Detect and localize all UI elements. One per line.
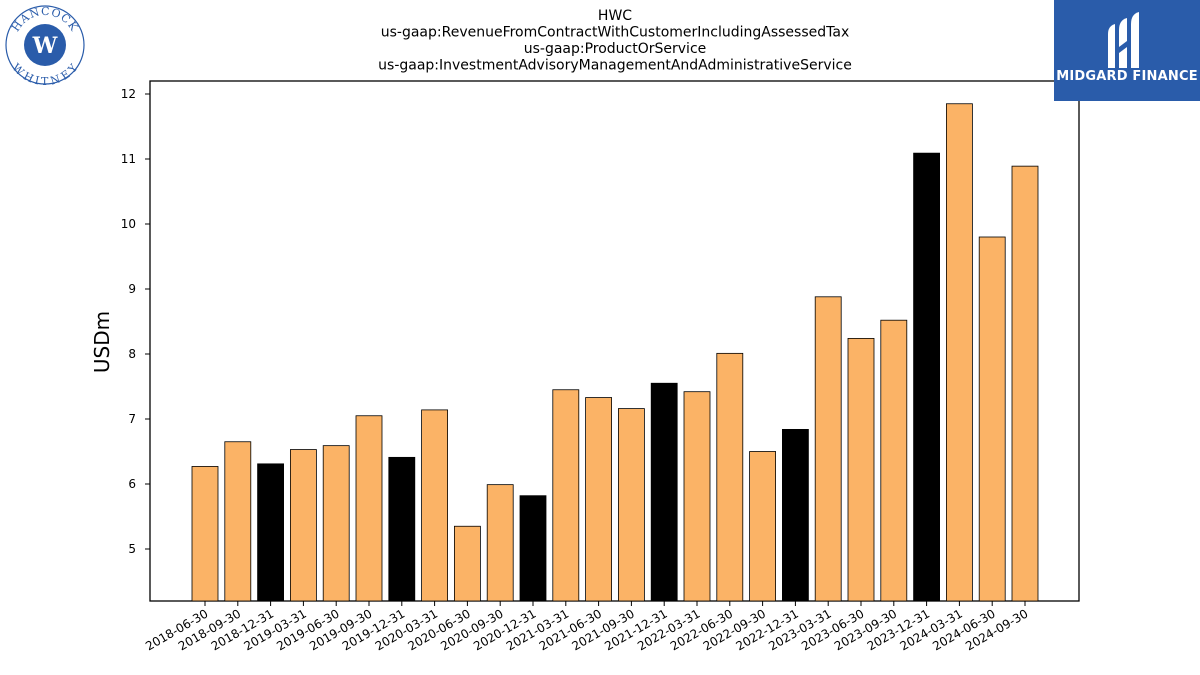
y-tick-label: 8 <box>128 347 136 361</box>
y-axis: 5 6 7 8 9 10 11 12 <box>121 87 150 556</box>
y-tick-label: 10 <box>121 217 136 231</box>
bar-2023-06-30 <box>847 337 875 602</box>
svg-text:W: W <box>32 33 58 59</box>
bars <box>191 103 1039 602</box>
bar-2018-09-30 <box>224 441 252 602</box>
bar-2020-06-30 <box>453 525 481 602</box>
bar-2021-06-30 <box>585 397 612 602</box>
bar-2019-03-31 <box>289 449 317 602</box>
bar-2021-12-31 <box>650 382 678 602</box>
title-line: us-gaap:RevenueFromContractWithCustomerI… <box>381 25 850 41</box>
bar-2023-03-31 <box>814 296 842 602</box>
x-axis: 2018-06-302018-09-302018-12-312019-03-31… <box>143 601 1031 653</box>
bar-2022-06-30 <box>716 352 744 602</box>
title-line: us-gaap:ProductOrService <box>524 41 707 57</box>
bar-2020-09-30 <box>486 484 514 602</box>
midgard-logo-icon <box>1108 12 1139 68</box>
bar-2024-06-30 <box>978 236 1006 602</box>
bar-2019-09-30 <box>355 415 383 602</box>
bar-2024-09-30 <box>1011 165 1039 602</box>
bar-2021-09-30 <box>618 408 645 602</box>
midgard-finance-badge: MIDGARD FINANCE <box>1054 0 1200 101</box>
brand-name: MIDGARD FINANCE <box>1056 69 1198 84</box>
title-line: us-gaap:InvestmentAdvisoryManagementAndA… <box>378 58 852 74</box>
bar-2023-12-31 <box>913 152 940 602</box>
bar-2018-06-30 <box>191 466 219 602</box>
y-tick-label: 6 <box>128 477 136 491</box>
y-tick-label: 9 <box>128 282 136 296</box>
y-tick-label: 12 <box>121 87 136 101</box>
bar-2018-12-31 <box>257 463 285 602</box>
y-tick-label: 7 <box>128 412 136 426</box>
chart-title: HWCus-gaap:RevenueFromContractWithCustom… <box>378 8 852 74</box>
bar-2019-12-31 <box>388 456 416 602</box>
bar-2020-03-31 <box>421 409 449 602</box>
bar-2023-09-30 <box>880 319 908 602</box>
bar-2021-03-31 <box>552 389 580 602</box>
bar-2024-03-31 <box>946 103 973 602</box>
bar-2019-06-30 <box>322 445 350 602</box>
y-axis-label: USDm <box>90 311 114 373</box>
bar-2022-12-31 <box>782 428 809 602</box>
y-tick-label: 11 <box>121 152 136 166</box>
bar-2022-03-31 <box>683 391 711 602</box>
plot-area-frame <box>149 80 1080 602</box>
bar-2022-09-30 <box>749 451 776 602</box>
bar-2020-12-31 <box>519 495 547 602</box>
y-tick-label: 5 <box>128 542 136 556</box>
title-line: HWC <box>598 8 632 24</box>
hancock-whitney-logo: W HANCOCK WHITNEY <box>4 4 86 90</box>
